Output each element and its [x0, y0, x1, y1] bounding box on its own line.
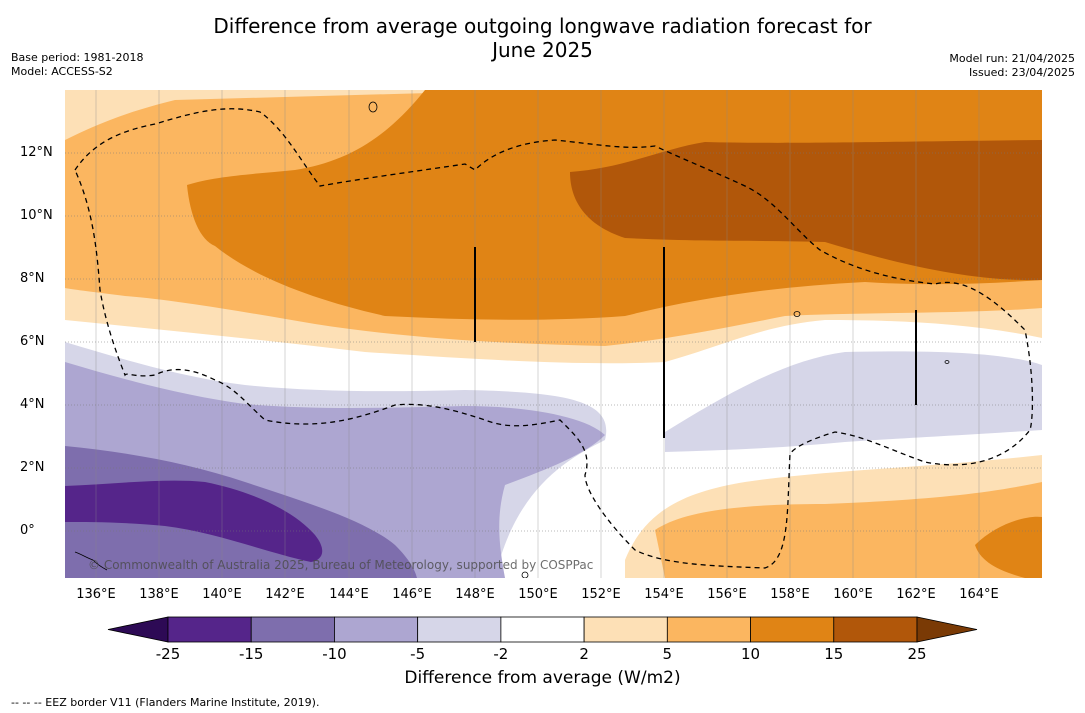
lon-label-164e: 164°E [959, 587, 999, 602]
anomaly-map [65, 90, 1042, 578]
colorbar-tick-label: -15 [239, 645, 264, 663]
base-period: Base period: 1981-2018 [11, 51, 144, 64]
lon-label-156e: 156°E [707, 587, 747, 602]
lon-label-154e: 154°E [644, 587, 684, 602]
colorbar-extend-high [916, 616, 978, 643]
contour-neg2-to-neg5-east [665, 351, 1042, 452]
colorbar-tick-label: 10 [741, 645, 760, 663]
colorbar-title: Difference from average (W/m2) [404, 668, 681, 688]
lon-label-136e: 136°E [76, 587, 116, 602]
lon-label-138e: 138°E [139, 587, 179, 602]
contour-se-5-to-10 [655, 482, 1042, 578]
islands [74, 101, 950, 578]
colorbar-tick-label: -25 [156, 645, 181, 663]
lon-label-160e: 160°E [833, 587, 873, 602]
lon-label-144e: 144°E [329, 587, 369, 602]
eez-legend-note: -- -- -- EEZ border V11 (Flanders Marine… [11, 696, 320, 709]
lon-label-152e: 152°E [581, 587, 621, 602]
contour-15-to-25 [570, 140, 1042, 281]
colorbar-segment [833, 616, 918, 643]
lat-label-8n: 8°N [20, 271, 45, 286]
colorbar-segment [583, 616, 668, 643]
lat-label-12n: 12°N [20, 145, 53, 160]
colorbar-segment [666, 616, 751, 643]
colorbar-tick-label: 2 [579, 645, 589, 663]
lon-label-158e: 158°E [770, 587, 810, 602]
lon-label-140e: 140°E [202, 587, 242, 602]
colorbar-segment [500, 616, 585, 643]
model-name: Model: ACCESS-S2 [11, 65, 113, 78]
lon-label-150e: 150°E [518, 587, 558, 602]
contour-se-10-to-15 [975, 516, 1042, 578]
lat-label-10n: 10°N [20, 208, 53, 223]
graticule [65, 152, 1042, 532]
lon-label-142e: 142°E [265, 587, 305, 602]
colorbar-segment [750, 616, 835, 643]
map-title: Difference from average outgoing longwav… [0, 14, 1085, 62]
copyright-watermark: © Commonwealth of Australia 2025, Bureau… [88, 558, 594, 572]
model-run-date: Model run: 21/04/2025 [949, 52, 1075, 65]
lon-label-146e: 146°E [392, 587, 432, 602]
contour-neg15-to-neg25 [65, 480, 323, 562]
issued-date: Issued: 23/04/2025 [968, 66, 1075, 79]
lat-label-2n: 2°N [20, 460, 45, 475]
eez-border [74, 108, 1034, 569]
colorbar-segment [167, 616, 252, 643]
lat-label-0: 0° [20, 523, 35, 538]
title-line-1: Difference from average outgoing longwav… [213, 14, 872, 38]
title-line-2: June 2025 [492, 38, 593, 62]
colorbar-tick-label: -2 [493, 645, 508, 663]
colorbar-tick-label: 5 [663, 645, 673, 663]
vertical-markers [474, 247, 917, 438]
colorbar-tick-label: -10 [322, 645, 347, 663]
colorbar-tick-label: 25 [907, 645, 926, 663]
colorbar-segment [250, 616, 335, 643]
colorbar-tick-label: -5 [410, 645, 425, 663]
lon-label-148e: 148°E [455, 587, 495, 602]
run-info-left: Base period: 1981-2018 Model: ACCESS-S2 [11, 51, 143, 79]
colorbar-segment [417, 616, 502, 643]
colorbar-extend-low [107, 616, 169, 643]
lon-label-162e: 162°E [896, 587, 936, 602]
colorbar-segment [334, 616, 419, 643]
colorbar-tick-label: 15 [824, 645, 843, 663]
lat-label-4n: 4°N [20, 397, 45, 412]
lat-label-6n: 6°N [20, 334, 45, 349]
run-info-right: Model run: 21/04/2025 Issued: 23/04/2025 [949, 52, 1075, 80]
